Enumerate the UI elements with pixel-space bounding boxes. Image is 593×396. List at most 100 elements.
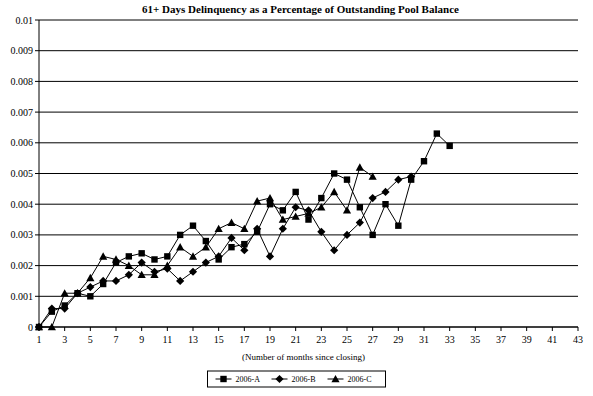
- data-point: [434, 130, 440, 136]
- legend-box: [208, 371, 386, 387]
- grid-line: [39, 81, 578, 82]
- x-tick: [218, 327, 219, 331]
- data-point: [176, 277, 184, 285]
- x-tick-label: 27: [368, 334, 378, 345]
- x-tick: [424, 327, 425, 331]
- data-point: [292, 203, 300, 211]
- x-tick: [552, 327, 553, 331]
- x-tick: [167, 327, 168, 331]
- x-tick: [449, 327, 450, 331]
- data-point: [344, 176, 350, 182]
- data-point: [318, 195, 324, 201]
- data-point: [280, 207, 286, 213]
- x-axis: [39, 327, 578, 328]
- grid-line: [39, 20, 578, 21]
- data-point: [305, 216, 311, 222]
- data-point: [317, 203, 325, 210]
- x-tick-label: 17: [239, 334, 249, 345]
- data-point: [138, 258, 146, 266]
- data-point: [164, 253, 170, 259]
- data-point: [240, 225, 248, 232]
- data-point: [138, 250, 144, 256]
- data-point: [138, 271, 146, 278]
- legend-marker: [220, 376, 226, 382]
- x-tick: [295, 327, 296, 331]
- series-line: [39, 134, 450, 327]
- x-tick: [526, 327, 527, 331]
- data-point: [394, 176, 402, 184]
- x-tick: [116, 327, 117, 331]
- data-point: [357, 204, 363, 210]
- x-tick: [398, 327, 399, 331]
- y-tick: [35, 234, 39, 235]
- x-tick-label: 35: [470, 334, 480, 345]
- x-tick: [64, 327, 65, 331]
- y-axis: [39, 20, 40, 327]
- data-point: [381, 188, 389, 196]
- data-point: [190, 222, 196, 228]
- x-tick-label: 7: [114, 334, 119, 345]
- y-tick-label: 0.003: [11, 229, 34, 240]
- data-point: [99, 252, 107, 259]
- data-point: [279, 225, 287, 233]
- data-point: [177, 232, 183, 238]
- x-tick-label: 15: [214, 334, 224, 345]
- x-tick-label: 25: [342, 334, 352, 345]
- y-tick-label: 0: [28, 322, 33, 333]
- grid-line: [39, 327, 578, 328]
- grid-line: [39, 173, 578, 174]
- data-point: [125, 262, 133, 269]
- data-point: [189, 268, 197, 276]
- data-point: [150, 271, 158, 278]
- x-axis-label: (Number of months since closing): [242, 352, 365, 362]
- data-point: [317, 228, 325, 236]
- y-tick-label: 0.007: [11, 107, 34, 118]
- data-point: [228, 244, 234, 250]
- data-point: [395, 222, 401, 228]
- x-tick: [244, 327, 245, 331]
- x-tick: [270, 327, 271, 331]
- grid-line: [39, 204, 578, 205]
- x-tick: [578, 327, 579, 331]
- chart: 61+ Days Delinquency as a Percentage of …: [0, 0, 593, 396]
- legend-marker: [275, 375, 283, 383]
- legend-label: 2006-B: [292, 375, 316, 384]
- x-tick-label: 37: [496, 334, 506, 345]
- x-tick: [141, 327, 142, 331]
- data-point: [48, 323, 56, 330]
- data-point: [227, 219, 235, 226]
- x-tick: [90, 327, 91, 331]
- x-tick: [372, 327, 373, 331]
- data-point: [73, 289, 81, 296]
- plot-area: [35, 130, 453, 331]
- x-tick-label: 3: [62, 334, 67, 345]
- x-tick-label: 11: [163, 334, 173, 345]
- y-tick-label: 0.001: [11, 291, 34, 302]
- data-point: [304, 209, 312, 216]
- data-point: [87, 293, 93, 299]
- x-tick-label: 13: [188, 334, 198, 345]
- grid-line: [39, 50, 578, 51]
- x-tick-label: 21: [291, 334, 301, 345]
- legend: 2006-A2006-B2006-C: [208, 371, 386, 387]
- data-point: [202, 243, 210, 250]
- x-tick-label: 39: [522, 334, 532, 345]
- y-tick: [35, 204, 39, 205]
- x-tick-label: 19: [265, 334, 275, 345]
- data-point: [202, 258, 210, 266]
- data-point: [36, 324, 42, 330]
- x-tick-label: 33: [445, 334, 455, 345]
- data-point: [112, 255, 120, 262]
- data-point: [215, 252, 223, 260]
- data-point: [266, 252, 274, 260]
- data-point: [343, 206, 351, 213]
- y-tick-label: 0.01: [16, 15, 34, 26]
- y-tick: [35, 142, 39, 143]
- data-point: [176, 243, 184, 250]
- y-tick-label: 0.002: [11, 260, 34, 271]
- data-point: [61, 304, 69, 312]
- legend-marker: [331, 375, 339, 382]
- x-tick-label: 1: [37, 334, 42, 345]
- y-tick: [35, 50, 39, 51]
- data-point: [421, 158, 427, 164]
